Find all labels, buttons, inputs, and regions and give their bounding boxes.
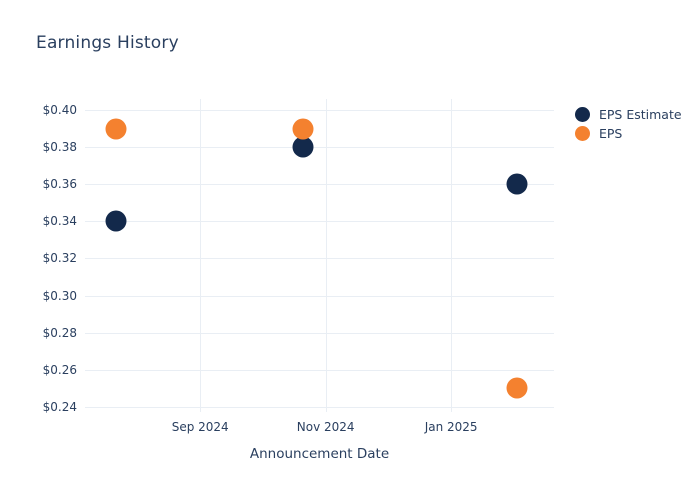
legend-item-eps-estimate[interactable]: EPS Estimate	[575, 105, 682, 124]
y-gridline	[85, 332, 554, 334]
y-gridline	[85, 147, 554, 149]
y-tick-label: $0.30	[42, 288, 77, 303]
legend: EPS Estimate EPS	[575, 105, 682, 143]
x-tick-label: Sep 2024	[171, 420, 229, 434]
x-axis-title: Announcement Date	[249, 446, 390, 462]
y-gridline	[85, 221, 554, 223]
y-gridline	[85, 406, 554, 408]
y-gridline	[85, 184, 554, 186]
x-gridline	[451, 99, 453, 412]
y-gridline	[85, 295, 554, 297]
x-gridline	[325, 99, 327, 412]
point-eps-estimate[interactable]	[105, 210, 127, 232]
y-gridline	[85, 258, 554, 260]
y-gridline	[85, 369, 554, 371]
point-eps-estimate[interactable]	[292, 136, 314, 158]
y-tick-label: $0.34	[42, 214, 77, 229]
plot-area: $0.24 $0.26 $0.28 $0.30 $0.32 $0.34 $0.36 $0.38…	[43, 99, 554, 434]
x-gridline	[200, 99, 202, 412]
point-eps[interactable]	[105, 118, 127, 140]
eps-estimate-marker-icon	[575, 107, 590, 122]
point-eps-estimate[interactable]	[506, 173, 528, 195]
legend-label-eps-estimate: EPS Estimate	[599, 107, 682, 122]
y-tick-label: $0.28	[42, 325, 77, 340]
x-tick-label: Nov 2024	[296, 420, 355, 434]
eps-marker-icon	[575, 126, 590, 141]
y-tick-label: $0.26	[42, 362, 77, 377]
x-tick-label: Jan 2025	[424, 420, 478, 434]
y-tick-label: $0.36	[42, 177, 77, 192]
chart-title: Earnings History	[36, 33, 179, 53]
legend-item-eps[interactable]: EPS	[575, 124, 682, 143]
legend-label-eps: EPS	[599, 126, 623, 141]
point-eps[interactable]	[292, 118, 314, 140]
point-eps[interactable]	[506, 377, 528, 399]
y-tick-label: $0.40	[42, 102, 77, 117]
y-gridline	[85, 109, 554, 111]
y-tick-label: $0.32	[42, 251, 77, 266]
y-tick-label: $0.38	[42, 140, 77, 155]
y-tick-label: $0.24	[42, 399, 77, 414]
